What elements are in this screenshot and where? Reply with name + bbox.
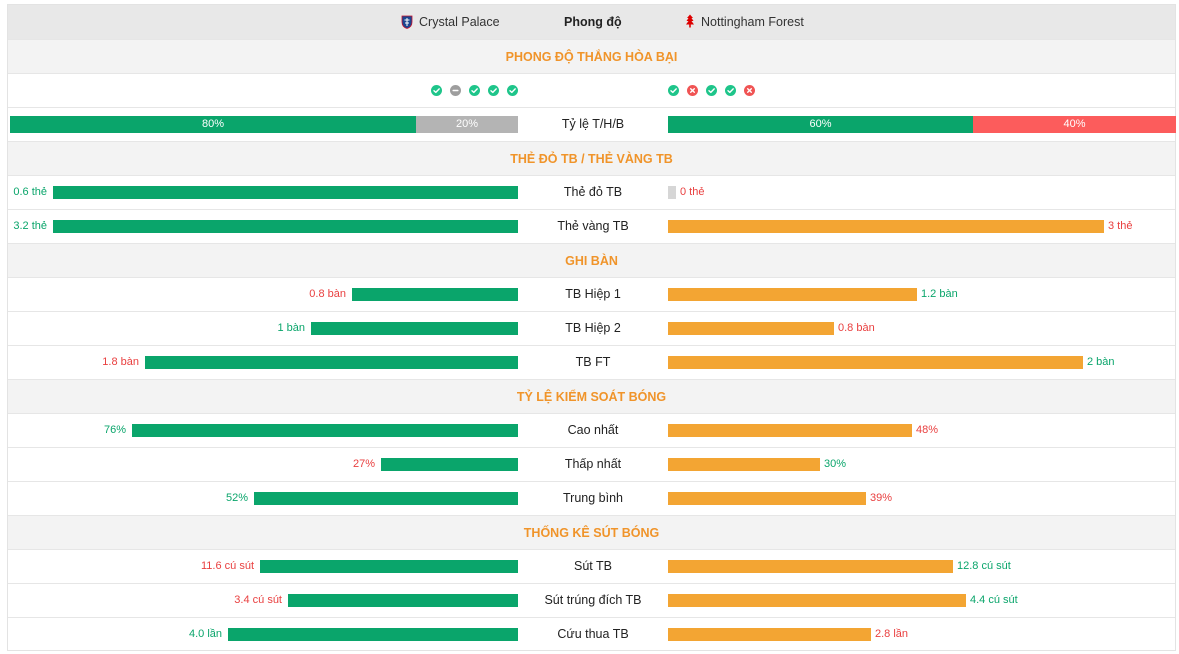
- stat-row-goals-h2: 1 bàn TB Hiệp 2 0.8 bàn: [8, 311, 1175, 345]
- win-check-icon: [706, 85, 717, 96]
- home-value-possession-max: 76%: [103, 424, 126, 436]
- home-bar-shots-on_target: [288, 594, 518, 607]
- home-value-possession-avg: 52%: [225, 492, 248, 504]
- home-bar-goals-h1: [352, 288, 518, 301]
- label-possession-min: Thấp nhất: [564, 457, 622, 471]
- center-title: Phong độ: [564, 15, 622, 29]
- away-value-goals-ft: 2 bàn: [1087, 356, 1115, 368]
- away-value-shots-total: 12.8 cú sút: [957, 560, 1011, 572]
- stat-row-possession-max: 76% Cao nhất 48%: [8, 413, 1175, 447]
- stat-row-cards-yellow: 3.2 thẻ Thẻ vàng TB 3 thẻ: [8, 209, 1175, 243]
- home-team-name[interactable]: Crystal Palace: [419, 15, 500, 29]
- label-shots-on_target: Sút trúng đích TB: [544, 593, 642, 607]
- away-bar-goals-h2: [668, 322, 834, 335]
- away-bar-cards-yellow: [668, 220, 1104, 233]
- home-bar-possession-avg: [254, 492, 518, 505]
- away-win-segment: 60%: [668, 116, 973, 133]
- stat-row-goals-ft: 1.8 bàn TB FT 2 bàn: [8, 345, 1175, 379]
- whl-label: Tỷ lệ T/H/B: [561, 117, 625, 131]
- win-check-icon: [725, 85, 736, 96]
- crystal-palace-logo-icon: [401, 15, 413, 29]
- away-value-goals-h1: 1.2 bàn: [921, 288, 958, 300]
- home-value-shots-saves: 4.0 lần: [188, 628, 222, 640]
- home-bar-possession-min: [381, 458, 518, 471]
- home-value-goals-h1: 0.8 bàn: [309, 288, 346, 300]
- section-title-form: PHONG ĐỘ THẮNG HÒA BẠI: [8, 39, 1175, 73]
- home-value-goals-ft: 1.8 bàn: [102, 356, 139, 368]
- away-bar-possession-avg: [668, 492, 866, 505]
- home-value-goals-h2: 1 bàn: [277, 322, 305, 334]
- comparison-header: Crystal Palace Phong độ Nottingham Fores…: [8, 5, 1175, 39]
- label-cards-yellow: Thẻ vàng TB: [557, 219, 629, 233]
- home-win-segment: 80%: [10, 116, 416, 133]
- stat-row-shots-on_target: 3.4 cú sút Sút trúng đích TB 4.4 cú sút: [8, 583, 1175, 617]
- away-value-possession-avg: 39%: [870, 492, 893, 504]
- win-check-icon: [488, 85, 499, 96]
- home-bar-shots-total: [260, 560, 518, 573]
- away-bar-goals-ft: [668, 356, 1083, 369]
- label-cards-red: Thẻ đỏ TB: [563, 185, 623, 199]
- away-bar-shots-saves: [668, 628, 871, 641]
- form-icons-row: [8, 73, 1175, 107]
- loss-cross-icon: [687, 85, 698, 96]
- label-shots-total: Sút TB: [574, 559, 612, 573]
- label-possession-max: Cao nhất: [567, 423, 619, 437]
- label-possession-avg: Trung bình: [563, 491, 623, 505]
- label-goals-h2: TB Hiệp 2: [565, 321, 621, 335]
- home-value-shots-total: 11.6 cú sút: [201, 560, 254, 572]
- home-bar-goals-h2: [311, 322, 518, 335]
- stat-row-shots-saves: 4.0 lần Cứu thua TB 2.8 lần: [8, 617, 1175, 651]
- draw-minus-icon: [450, 85, 461, 96]
- home-value-shots-on_target: 3.4 cú sút: [234, 594, 282, 606]
- away-bar-shots-on_target: [668, 594, 966, 607]
- whl-row: 80% 20% Tỷ lệ T/H/B 60% 40%: [8, 107, 1176, 141]
- label-goals-ft: TB FT: [575, 355, 611, 369]
- win-check-icon: [431, 85, 442, 96]
- away-value-possession-min: 30%: [824, 458, 847, 470]
- section-title-goals: GHI BÀN: [8, 243, 1175, 277]
- away-bar-goals-h1: [668, 288, 917, 301]
- label-shots-saves: Cứu thua TB: [557, 627, 629, 641]
- away-bar-cards-red: [668, 186, 676, 199]
- form-comparison-panel: Crystal Palace Phong độ Nottingham Fores…: [7, 4, 1176, 651]
- away-bar-possession-min: [668, 458, 820, 471]
- home-bar-cards-red: [53, 186, 518, 199]
- section-title-shots: THỐNG KÊ SÚT BÓNG: [8, 515, 1175, 549]
- win-check-icon: [668, 85, 679, 96]
- stat-row-shots-total: 11.6 cú sút Sút TB 12.8 cú sút: [8, 549, 1175, 583]
- home-bar-shots-saves: [228, 628, 518, 641]
- home-bar-possession-max: [132, 424, 518, 437]
- away-value-shots-on_target: 4.4 cú sút: [970, 594, 1018, 606]
- away-loss-segment: 40%: [973, 116, 1176, 133]
- win-check-icon: [507, 85, 518, 96]
- nottingham-forest-logo-icon: [685, 14, 695, 29]
- home-value-cards-red: 0.6 thẻ: [13, 186, 47, 198]
- home-bar-goals-ft: [145, 356, 518, 369]
- away-bar-possession-max: [668, 424, 912, 437]
- home-value-possession-min: 27%: [352, 458, 375, 470]
- section-title-cards: THẺ ĐỎ TB / THẺ VÀNG TB: [8, 141, 1175, 175]
- stat-row-goals-h1: 0.8 bàn TB Hiệp 1 1.2 bàn: [8, 277, 1175, 311]
- away-value-cards-red: 0 thẻ: [680, 186, 705, 198]
- section-title-possession: TỶ LỆ KIỂM SOÁT BÓNG: [8, 379, 1175, 413]
- away-team-name[interactable]: Nottingham Forest: [701, 15, 804, 29]
- win-check-icon: [469, 85, 480, 96]
- away-bar-shots-total: [668, 560, 953, 573]
- home-value-cards-yellow: 3.2 thẻ: [13, 220, 47, 232]
- stat-row-possession-min: 27% Thấp nhất 30%: [8, 447, 1175, 481]
- away-value-possession-max: 48%: [916, 424, 939, 436]
- home-bar-cards-yellow: [53, 220, 518, 233]
- away-value-shots-saves: 2.8 lần: [875, 628, 909, 640]
- home-draw-segment: 20%: [416, 116, 518, 133]
- away-value-goals-h2: 0.8 bàn: [838, 322, 875, 334]
- away-value-cards-yellow: 3 thẻ: [1108, 220, 1133, 232]
- stat-row-possession-avg: 52% Trung bình 39%: [8, 481, 1175, 515]
- stat-row-cards-red: 0.6 thẻ Thẻ đỏ TB 0 thẻ: [8, 175, 1175, 209]
- loss-cross-icon: [744, 85, 755, 96]
- label-goals-h1: TB Hiệp 1: [565, 287, 621, 301]
